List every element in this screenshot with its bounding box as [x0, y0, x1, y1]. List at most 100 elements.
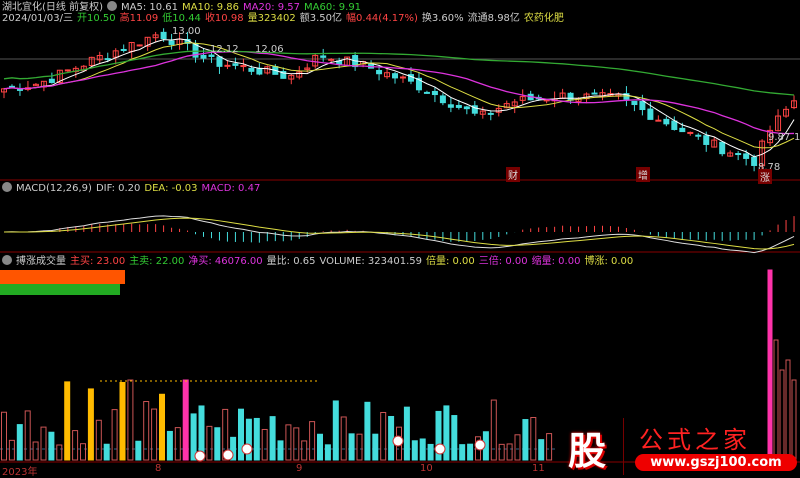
high: 高11.09 [119, 13, 159, 24]
candle [463, 106, 470, 110]
volume-bar [380, 411, 387, 461]
tag-zhang[interactable]: 涨 [758, 169, 772, 184]
volume-bar [190, 413, 197, 461]
candle [200, 54, 207, 59]
volume-bar [119, 381, 126, 461]
logo-char: 股 [567, 429, 606, 473]
candle [567, 92, 574, 101]
settings-icon[interactable] [2, 255, 12, 265]
main-sell-bar [0, 284, 120, 295]
candle [743, 153, 750, 159]
ma5-value: MA5: 10.61 [120, 2, 178, 13]
candle [751, 156, 758, 166]
settings-icon[interactable] [106, 1, 117, 11]
right-annotation-2: 1 [794, 132, 800, 143]
volume-bar [419, 438, 426, 461]
candle [104, 58, 111, 61]
tag-zeng[interactable]: 增 [636, 167, 650, 182]
volume-bar [443, 405, 450, 461]
volume-bar [285, 424, 292, 461]
tag-cai[interactable]: 财 [506, 167, 520, 182]
volume-bar [364, 401, 371, 461]
candle [64, 69, 71, 72]
volume-bar [245, 418, 252, 461]
volume-bar [435, 410, 442, 461]
logo-text: 公式之家 [639, 426, 751, 454]
candle [455, 104, 462, 108]
watermark-logo: 股 公式之家 www.gszj100.com [555, 418, 800, 475]
volume: 量323402 [247, 13, 296, 24]
candle [256, 67, 263, 75]
plus-marker-icon [434, 443, 446, 455]
dif-value: DIF: 0.20 [95, 183, 141, 194]
volume-ratio: 量比: 0.65 [266, 256, 316, 267]
candle [216, 56, 223, 67]
volume-bar [95, 419, 102, 461]
candle [240, 65, 247, 68]
volume-bar [111, 409, 118, 461]
low-annotation: 8.78 [758, 162, 781, 173]
candle [647, 108, 654, 120]
volume-bar [388, 415, 395, 461]
plus-marker-icon [194, 450, 206, 462]
volume-bar [222, 408, 229, 461]
macd-value: MACD: 0.47 [201, 183, 261, 194]
candle [280, 70, 287, 79]
price-header: 湖北宜化(日线 前复权) MA5: 10.61 MA10: 9.86 MA20: 9.… [2, 1, 365, 14]
axis-label: 11 [532, 463, 545, 474]
candle [120, 48, 127, 52]
open: 开10.50 [77, 13, 116, 24]
volume-bar [166, 430, 173, 461]
candle [719, 141, 726, 155]
candle [232, 63, 239, 66]
volume-bar [546, 433, 553, 461]
candle [224, 64, 231, 67]
candle [775, 115, 782, 132]
candle [384, 72, 391, 78]
candle [1, 88, 7, 93]
candle [96, 55, 103, 61]
volume-bar [48, 431, 55, 461]
right-annotation: 9.87 [768, 132, 791, 143]
volume-bar [317, 433, 323, 461]
volume-bar [530, 417, 537, 461]
volume-bar [143, 401, 150, 461]
volume-bar [498, 443, 505, 461]
low: 低10.44 [162, 13, 201, 24]
candle [767, 129, 774, 144]
bozhang-value: 博涨: 0.00 [584, 256, 634, 267]
volume-bar [427, 443, 434, 461]
volume-bar [24, 410, 31, 461]
plus-marker-icon [222, 449, 234, 461]
volume-bar [451, 415, 458, 461]
volume-value: VOLUME: 323401.59 [319, 256, 422, 267]
candle [136, 44, 143, 47]
settings-icon[interactable] [2, 182, 12, 192]
ma5-line [3, 38, 795, 158]
candle [400, 76, 406, 79]
candle [144, 36, 151, 47]
quote-line: 2024/01/03/三 开10.50 高11.09 低10.44 收10.98 量323… [2, 13, 568, 25]
volume-bar [40, 426, 47, 461]
candle [711, 139, 718, 148]
axis-label: 10 [420, 463, 433, 474]
candle [791, 100, 798, 109]
volume-bar [293, 427, 300, 461]
volume-bar [8, 439, 15, 461]
candle [487, 112, 494, 115]
candle [320, 55, 327, 58]
volume-title: 搏涨成交量 [16, 256, 66, 267]
axis-label: 8 [155, 463, 162, 474]
plus-marker-icon [241, 443, 253, 455]
candle [32, 83, 39, 87]
candle [423, 91, 430, 94]
volume-bar [332, 400, 339, 461]
volume-bar [467, 443, 474, 461]
candle [503, 103, 510, 109]
volume-bar [135, 440, 142, 461]
candle [695, 134, 702, 137]
candle [392, 73, 399, 79]
volume-bar [459, 444, 466, 461]
volume-bar [506, 443, 513, 461]
